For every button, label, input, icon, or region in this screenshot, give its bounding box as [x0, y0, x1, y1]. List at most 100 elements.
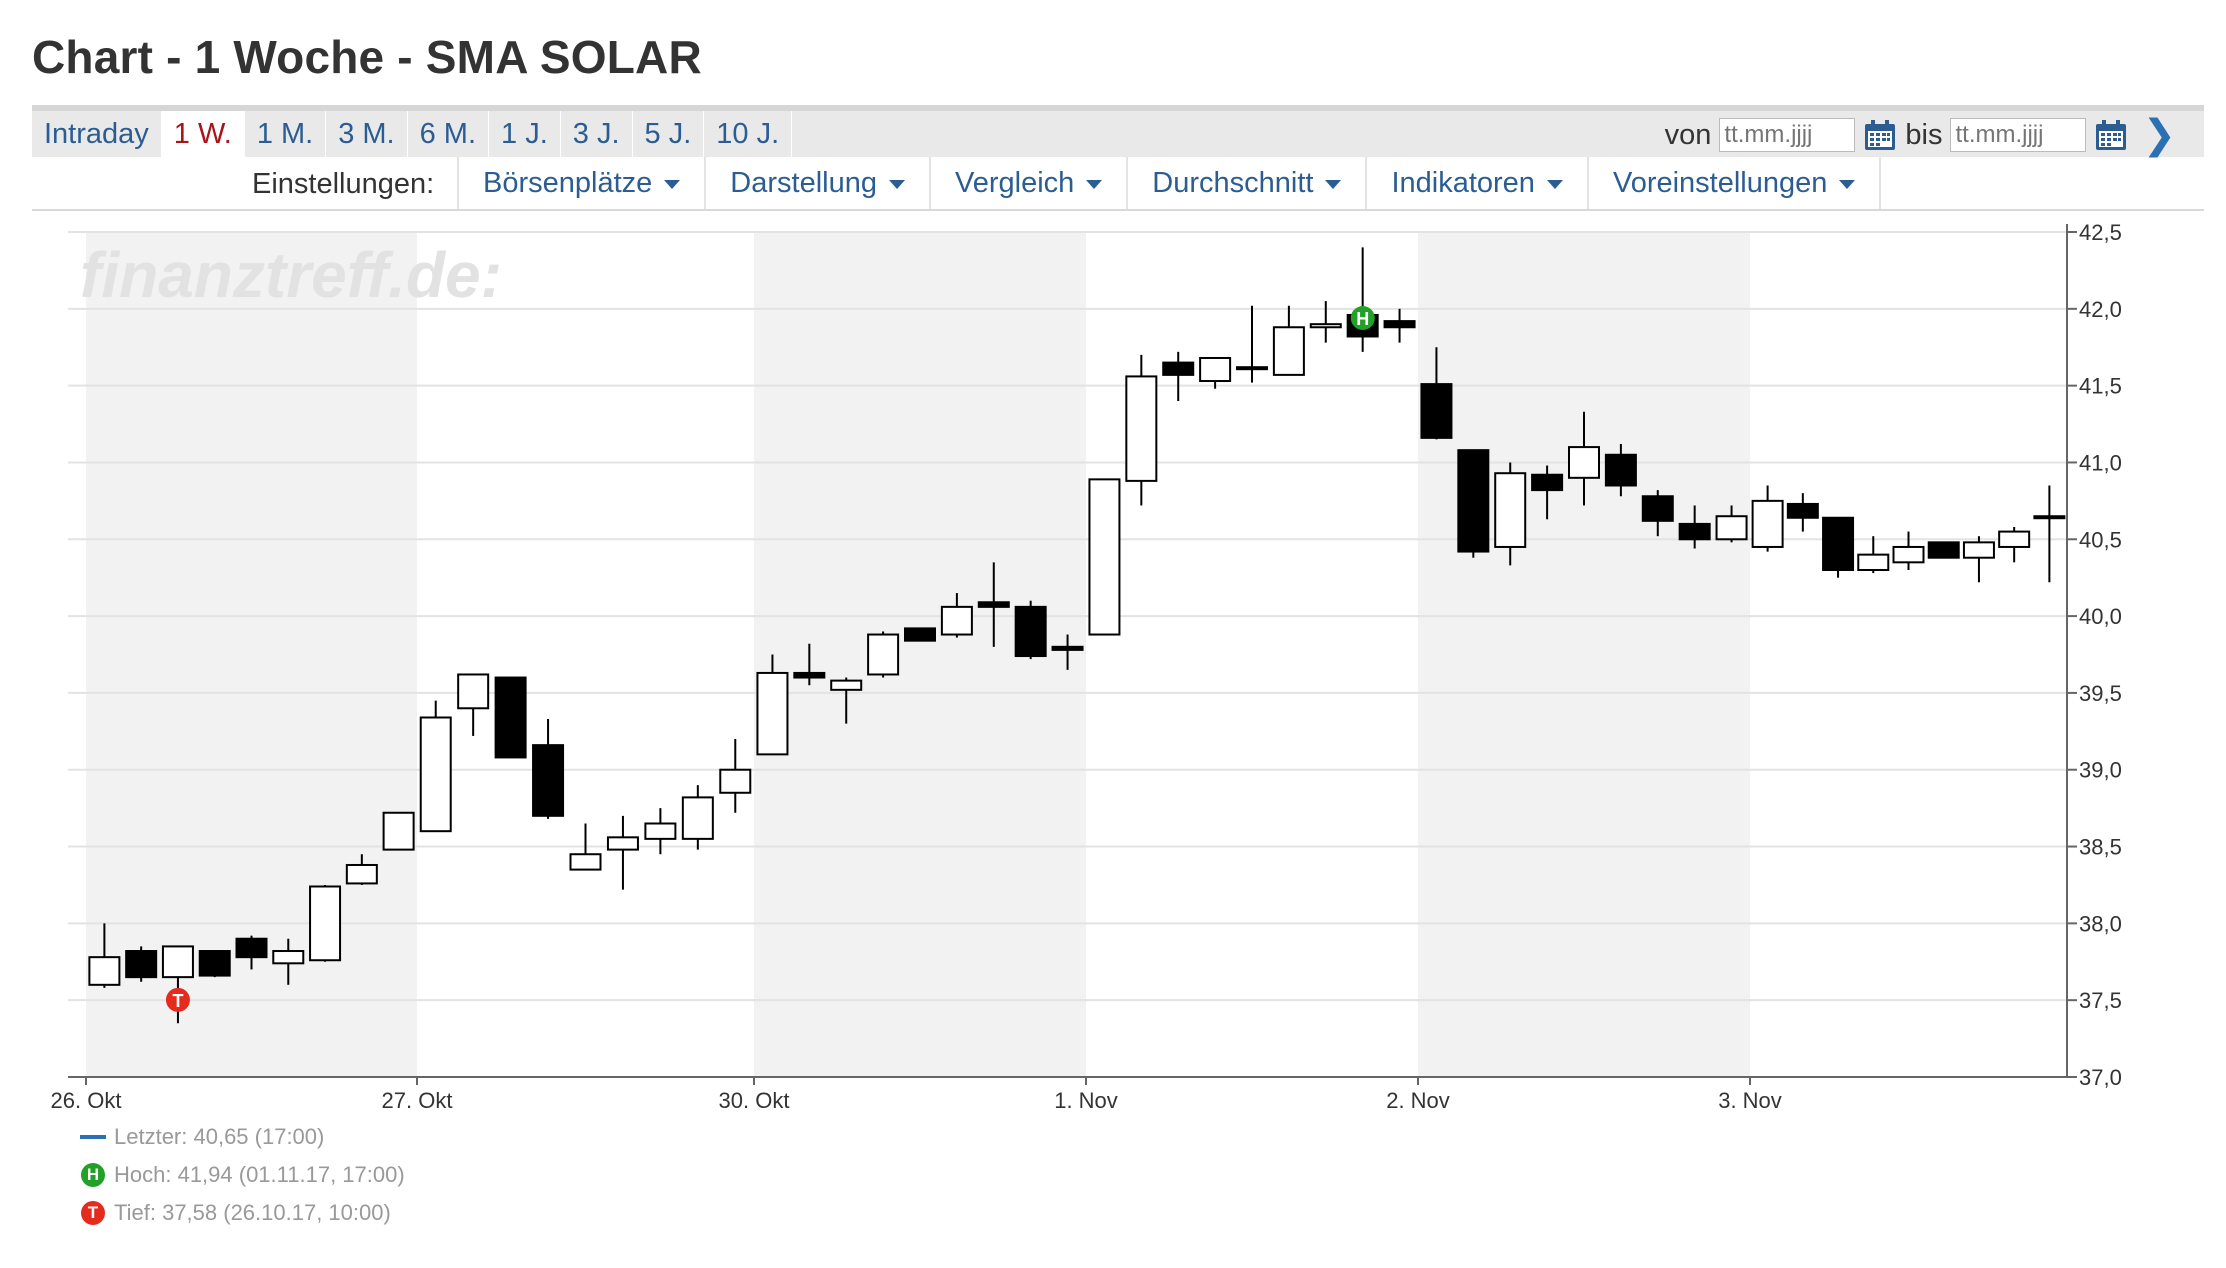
from-date-input[interactable] — [1719, 118, 1856, 152]
candle-body — [1962, 541, 1995, 559]
y-tick-label: 40,0 — [2079, 604, 2122, 629]
legend-high-text: Hoch: 41,94 (01.11.17, 17:00) — [114, 1162, 405, 1187]
x-tick-label: 3. Nov — [1718, 1088, 1782, 1113]
candle-body — [1383, 320, 1416, 329]
day-band — [1418, 232, 1750, 1077]
y-tick-label: 38,0 — [2079, 911, 2122, 936]
candle-body — [644, 822, 677, 840]
candle-body — [1457, 449, 1490, 553]
candle-body — [1678, 522, 1711, 541]
high-marker-icon: H — [81, 1163, 105, 1187]
caret-down-icon — [1325, 179, 1342, 189]
candle-body — [125, 950, 158, 979]
candle-body — [867, 633, 900, 676]
candle-body — [1927, 541, 1960, 559]
caret-down-icon — [1086, 179, 1103, 189]
candle-body — [719, 768, 752, 794]
tab-10-years[interactable]: 10 J. — [704, 111, 793, 157]
y-tick-label: 39,5 — [2079, 681, 2122, 706]
menu-voreinstellungen[interactable]: Voreinstellungen — [1586, 157, 1882, 209]
menu-durchschnitt[interactable]: Durchschnitt — [1126, 157, 1365, 209]
candle-body — [1568, 446, 1600, 479]
candle-body — [1786, 502, 1819, 519]
low-marker — [165, 987, 190, 1012]
menu-label: Vergleich — [954, 167, 1075, 199]
menu-label: Börsenplätze — [483, 167, 653, 199]
menu-label: Durchschnitt — [1152, 167, 1314, 199]
y-tick-label: 42,0 — [2079, 297, 2122, 322]
to-label: bis — [1905, 118, 1943, 151]
menu-boersenplaetze[interactable]: Börsenplätze — [457, 157, 704, 209]
last-line-icon — [80, 1135, 106, 1139]
candle-body — [1420, 383, 1453, 439]
candle-body — [345, 863, 378, 885]
settings-bar: Einstellungen: Börsenplätze Darstellung … — [32, 157, 2204, 211]
y-tick-label: 41,5 — [2079, 374, 2122, 399]
low-marker-label: T — [172, 991, 183, 1011]
candle-body — [1236, 366, 1268, 371]
y-tick-label: 40,5 — [2079, 527, 2122, 552]
from-label: von — [1664, 118, 1712, 151]
tab-3-years[interactable]: 3 J. — [561, 111, 633, 157]
candle-body — [1641, 495, 1674, 522]
menu-label: Voreinstellungen — [1612, 167, 1828, 199]
menu-label: Indikatoren — [1391, 167, 1535, 199]
candle-body — [904, 627, 936, 642]
date-range: von bis ❯ — [1665, 115, 2176, 155]
caret-down-icon — [1839, 179, 1856, 189]
candle-body — [235, 937, 268, 959]
to-date-input[interactable] — [1950, 118, 2087, 152]
legend-low: T Tief: 37,58 (26.10.17, 10:00) — [78, 1194, 405, 1232]
candle-body — [1162, 361, 1195, 376]
y-tick-label: 37,5 — [2079, 988, 2122, 1013]
menu-vergleich[interactable]: Vergleich — [928, 157, 1126, 209]
legend-low-text: Tief: 37,58 (26.10.17, 10:00) — [114, 1200, 391, 1225]
high-marker — [1350, 306, 1375, 331]
candle-body — [1751, 499, 1784, 548]
tab-1-year[interactable]: 1 J. — [489, 111, 561, 157]
candle-body — [977, 601, 1010, 608]
calendar-icon[interactable] — [2094, 118, 2128, 152]
page-title: Chart - 1 Woche - SMA SOLAR — [32, 31, 702, 83]
tab-6-months[interactable]: 6 M. — [408, 111, 490, 157]
candle-body — [1998, 530, 2031, 548]
high-marker-label: H — [1356, 309, 1369, 329]
candle-body — [1309, 323, 1342, 329]
menu-darstellung[interactable]: Darstellung — [704, 157, 929, 209]
chart-legend: Letzter: 40,65 (17:00) H Hoch: 41,94 (01… — [78, 1118, 405, 1232]
candle-body — [1892, 545, 1925, 564]
tab-1-month[interactable]: 1 M. — [245, 111, 327, 157]
candle-body — [309, 885, 342, 962]
candle-body — [1125, 375, 1158, 482]
candle-body — [1494, 472, 1527, 548]
tab-intraday[interactable]: Intraday — [32, 111, 162, 157]
candle-body — [532, 744, 565, 817]
candle-body — [1088, 478, 1121, 636]
y-tick-label: 39,0 — [2079, 758, 2122, 783]
y-tick-label: 41,0 — [2079, 450, 2122, 475]
candle-body — [161, 945, 194, 979]
candle-body — [1014, 605, 1047, 658]
watermark: finanztreff.de: — [80, 239, 502, 311]
caret-down-icon — [664, 179, 681, 189]
candle-body — [681, 796, 714, 840]
tab-5-years[interactable]: 5 J. — [633, 111, 705, 157]
chevron-right-icon[interactable]: ❯ — [2142, 113, 2176, 157]
candle-body — [2033, 515, 2066, 520]
candle-body — [569, 853, 602, 871]
period-tabs: Intraday 1 W. 1 M. 3 M. 6 M. 1 J. 3 J. 5… — [32, 111, 793, 157]
tab-3-months[interactable]: 3 M. — [326, 111, 408, 157]
candle-body — [940, 605, 973, 636]
calendar-icon[interactable] — [1863, 118, 1897, 152]
candle-body — [1715, 515, 1748, 541]
candle-body — [272, 950, 305, 965]
candle-body — [1857, 553, 1890, 571]
y-tick-label: 38,5 — [2079, 835, 2122, 860]
legend-high: H Hoch: 41,94 (01.11.17, 17:00) — [78, 1156, 405, 1194]
tab-1-week[interactable]: 1 W. — [161, 111, 245, 157]
candle-body — [198, 950, 231, 977]
candle-body — [419, 716, 452, 833]
menu-indikatoren[interactable]: Indikatoren — [1365, 157, 1587, 209]
legend-last-text: Letzter: 40,65 (17:00) — [114, 1124, 325, 1149]
